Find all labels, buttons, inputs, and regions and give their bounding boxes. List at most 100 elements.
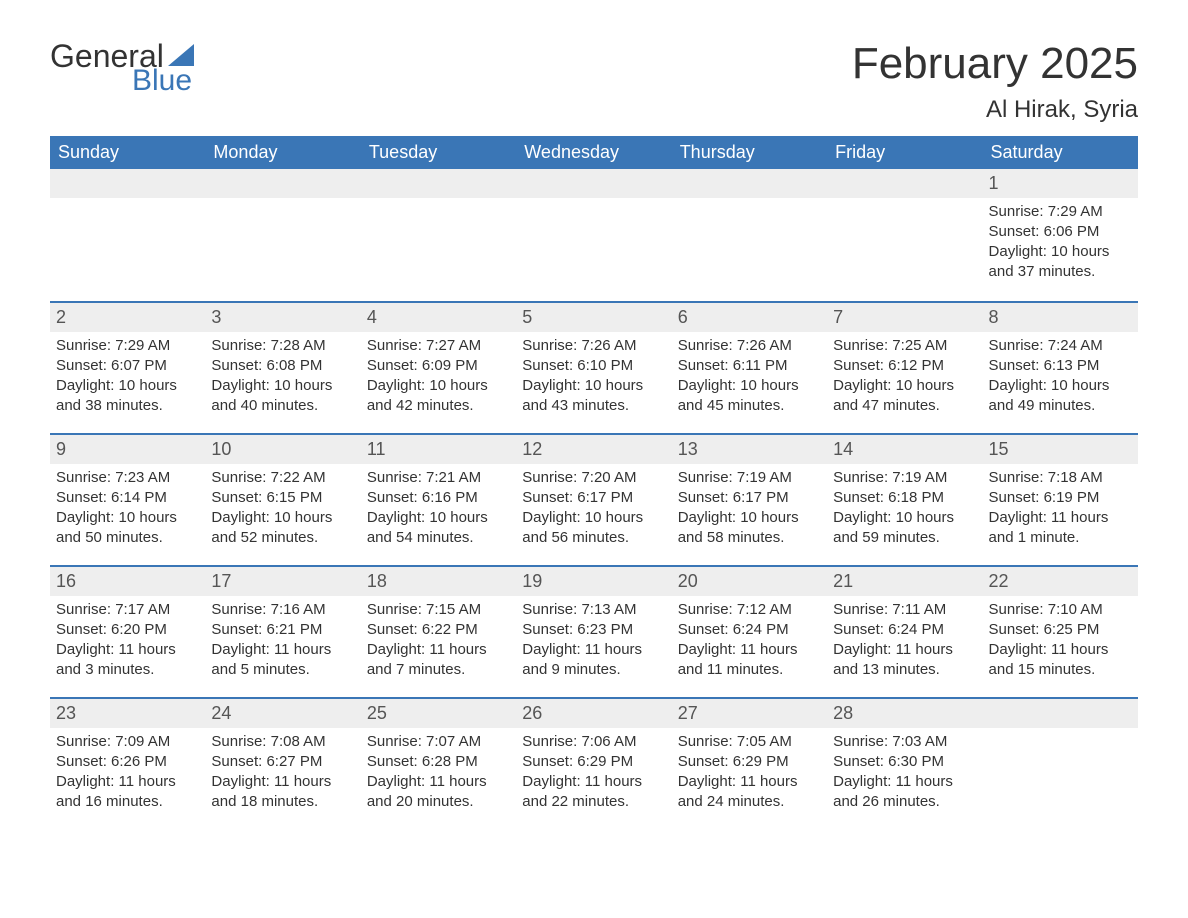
sail-icon xyxy=(168,44,194,66)
day-cell: 15Sunrise: 7:18 AMSunset: 6:19 PMDayligh… xyxy=(983,435,1138,565)
day-number: 9 xyxy=(50,435,205,463)
day-cell xyxy=(361,169,516,301)
day-number: 12 xyxy=(516,435,671,463)
day-number: 27 xyxy=(672,699,827,727)
day-cell: 22Sunrise: 7:10 AMSunset: 6:25 PMDayligh… xyxy=(983,567,1138,697)
sunset-text: Sunset: 6:22 PM xyxy=(367,620,510,640)
week-row: 23Sunrise: 7:09 AMSunset: 6:26 PMDayligh… xyxy=(50,697,1138,829)
daylight-text: Daylight: 11 hours and 1 minute. xyxy=(989,508,1132,549)
day-cell: 26Sunrise: 7:06 AMSunset: 6:29 PMDayligh… xyxy=(516,699,671,829)
day-number: 7 xyxy=(827,303,982,331)
week-row: 9Sunrise: 7:23 AMSunset: 6:14 PMDaylight… xyxy=(50,433,1138,565)
day-cell: 9Sunrise: 7:23 AMSunset: 6:14 PMDaylight… xyxy=(50,435,205,565)
sunset-text: Sunset: 6:17 PM xyxy=(522,488,665,508)
sunset-text: Sunset: 6:14 PM xyxy=(56,488,199,508)
day-number: 5 xyxy=(516,303,671,331)
day-cell: 11Sunrise: 7:21 AMSunset: 6:16 PMDayligh… xyxy=(361,435,516,565)
daylight-text: Daylight: 10 hours and 42 minutes. xyxy=(367,376,510,417)
location-label: Al Hirak, Syria xyxy=(852,96,1138,124)
daylight-text: Daylight: 11 hours and 13 minutes. xyxy=(833,640,976,681)
daylight-text: Daylight: 11 hours and 15 minutes. xyxy=(989,640,1132,681)
daylight-text: Daylight: 11 hours and 5 minutes. xyxy=(211,640,354,681)
sunrise-text: Sunrise: 7:16 AM xyxy=(211,600,354,620)
sunrise-text: Sunrise: 7:03 AM xyxy=(833,732,976,752)
day-cell: 19Sunrise: 7:13 AMSunset: 6:23 PMDayligh… xyxy=(516,567,671,697)
daylight-text: Daylight: 10 hours and 38 minutes. xyxy=(56,376,199,417)
calendar: SundayMondayTuesdayWednesdayThursdayFrid… xyxy=(50,136,1138,829)
daylight-text: Daylight: 10 hours and 49 minutes. xyxy=(989,376,1132,417)
daylight-text: Daylight: 10 hours and 59 minutes. xyxy=(833,508,976,549)
logo: General Blue xyxy=(50,40,194,96)
sunrise-text: Sunrise: 7:13 AM xyxy=(522,600,665,620)
sunrise-text: Sunrise: 7:19 AM xyxy=(678,468,821,488)
day-cell xyxy=(516,169,671,301)
sunset-text: Sunset: 6:17 PM xyxy=(678,488,821,508)
sunrise-text: Sunrise: 7:25 AM xyxy=(833,336,976,356)
sunrise-text: Sunrise: 7:24 AM xyxy=(989,336,1132,356)
day-number: 4 xyxy=(361,303,516,331)
sunset-text: Sunset: 6:24 PM xyxy=(833,620,976,640)
header: General Blue February 2025 Al Hirak, Syr… xyxy=(50,40,1138,124)
day-cell: 16Sunrise: 7:17 AMSunset: 6:20 PMDayligh… xyxy=(50,567,205,697)
day-number: 16 xyxy=(50,567,205,595)
day-number: 15 xyxy=(983,435,1138,463)
day-number: 10 xyxy=(205,435,360,463)
sunrise-text: Sunrise: 7:28 AM xyxy=(211,336,354,356)
sunset-text: Sunset: 6:28 PM xyxy=(367,752,510,772)
daylight-text: Daylight: 11 hours and 20 minutes. xyxy=(367,772,510,813)
daylight-text: Daylight: 11 hours and 18 minutes. xyxy=(211,772,354,813)
week-row: 16Sunrise: 7:17 AMSunset: 6:20 PMDayligh… xyxy=(50,565,1138,697)
dow-header-cell: Saturday xyxy=(983,136,1138,169)
day-number xyxy=(361,169,516,197)
day-number: 17 xyxy=(205,567,360,595)
day-cell: 12Sunrise: 7:20 AMSunset: 6:17 PMDayligh… xyxy=(516,435,671,565)
sunrise-text: Sunrise: 7:19 AM xyxy=(833,468,976,488)
day-cell: 25Sunrise: 7:07 AMSunset: 6:28 PMDayligh… xyxy=(361,699,516,829)
sunrise-text: Sunrise: 7:29 AM xyxy=(56,336,199,356)
sunrise-text: Sunrise: 7:26 AM xyxy=(678,336,821,356)
day-number: 14 xyxy=(827,435,982,463)
sunset-text: Sunset: 6:19 PM xyxy=(989,488,1132,508)
sunset-text: Sunset: 6:15 PM xyxy=(211,488,354,508)
daylight-text: Daylight: 10 hours and 58 minutes. xyxy=(678,508,821,549)
sunrise-text: Sunrise: 7:27 AM xyxy=(367,336,510,356)
dow-header-cell: Tuesday xyxy=(361,136,516,169)
day-number: 23 xyxy=(50,699,205,727)
day-number: 13 xyxy=(672,435,827,463)
day-cell: 24Sunrise: 7:08 AMSunset: 6:27 PMDayligh… xyxy=(205,699,360,829)
day-number: 1 xyxy=(983,169,1138,197)
day-number: 22 xyxy=(983,567,1138,595)
sunset-text: Sunset: 6:29 PM xyxy=(678,752,821,772)
sunrise-text: Sunrise: 7:11 AM xyxy=(833,600,976,620)
day-cell: 14Sunrise: 7:19 AMSunset: 6:18 PMDayligh… xyxy=(827,435,982,565)
dow-header-row: SundayMondayTuesdayWednesdayThursdayFrid… xyxy=(50,136,1138,169)
sunrise-text: Sunrise: 7:10 AM xyxy=(989,600,1132,620)
day-cell: 27Sunrise: 7:05 AMSunset: 6:29 PMDayligh… xyxy=(672,699,827,829)
sunset-text: Sunset: 6:12 PM xyxy=(833,356,976,376)
daylight-text: Daylight: 11 hours and 7 minutes. xyxy=(367,640,510,681)
day-cell: 10Sunrise: 7:22 AMSunset: 6:15 PMDayligh… xyxy=(205,435,360,565)
sunset-text: Sunset: 6:24 PM xyxy=(678,620,821,640)
day-cell: 3Sunrise: 7:28 AMSunset: 6:08 PMDaylight… xyxy=(205,303,360,433)
sunrise-text: Sunrise: 7:26 AM xyxy=(522,336,665,356)
sunrise-text: Sunrise: 7:29 AM xyxy=(989,202,1132,222)
day-cell: 6Sunrise: 7:26 AMSunset: 6:11 PMDaylight… xyxy=(672,303,827,433)
dow-header-cell: Monday xyxy=(205,136,360,169)
sunrise-text: Sunrise: 7:08 AM xyxy=(211,732,354,752)
day-number: 21 xyxy=(827,567,982,595)
sunset-text: Sunset: 6:13 PM xyxy=(989,356,1132,376)
day-number: 6 xyxy=(672,303,827,331)
daylight-text: Daylight: 11 hours and 26 minutes. xyxy=(833,772,976,813)
sunset-text: Sunset: 6:08 PM xyxy=(211,356,354,376)
sunrise-text: Sunrise: 7:20 AM xyxy=(522,468,665,488)
logo-word-blue: Blue xyxy=(132,66,194,96)
sunset-text: Sunset: 6:30 PM xyxy=(833,752,976,772)
day-cell: 4Sunrise: 7:27 AMSunset: 6:09 PMDaylight… xyxy=(361,303,516,433)
day-number xyxy=(983,699,1138,727)
day-number: 3 xyxy=(205,303,360,331)
daylight-text: Daylight: 10 hours and 47 minutes. xyxy=(833,376,976,417)
sunset-text: Sunset: 6:10 PM xyxy=(522,356,665,376)
sunrise-text: Sunrise: 7:21 AM xyxy=(367,468,510,488)
day-number xyxy=(205,169,360,197)
sunrise-text: Sunrise: 7:09 AM xyxy=(56,732,199,752)
